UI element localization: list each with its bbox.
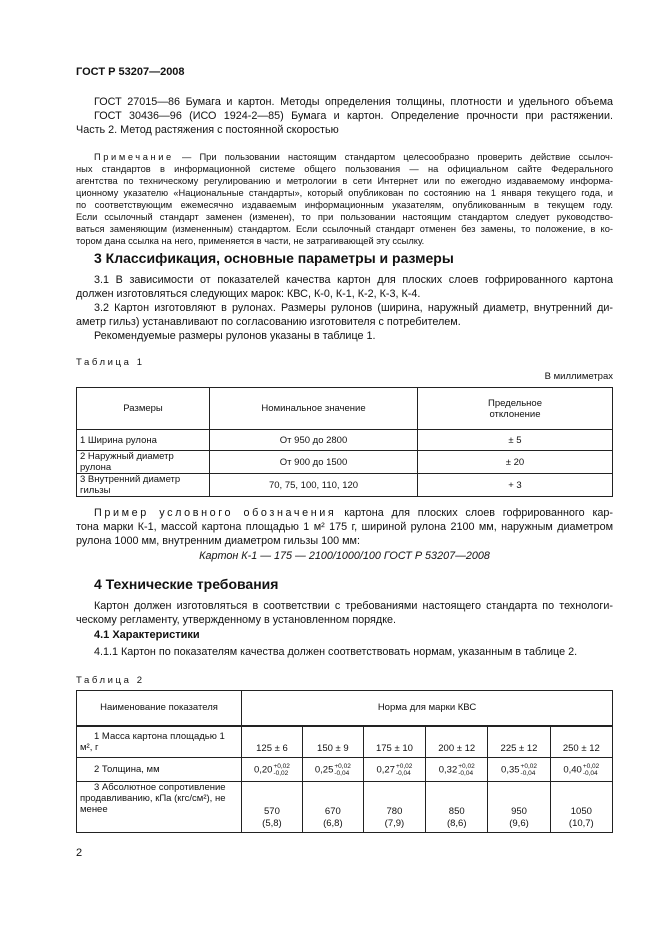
thickness-cell: 0,40 +0,02 -0,04 [549,757,614,782]
note-line: по соответствующим ежемесячно издаваемым… [76,200,613,210]
cell: 225 ± 12 [487,725,551,758]
table-1-units: В миллиметрах [544,371,613,382]
table-1-caption: Таблица 1 [76,357,145,368]
cell: 70, 75, 100, 110, 120 [209,473,418,497]
note-line: ных стандартов в информационной системе … [76,164,613,174]
cell: 3 Внутренний диаметр гильзы [75,473,211,497]
section-3-title: 3 Классификация, основные параметры и ра… [94,250,454,266]
cell: 1 Ширина рулона [75,429,211,451]
thickness-cell: 0,20 +0,02 -0,02 [241,757,303,782]
table-row: 3 Внутренний диаметр гильзы 70, 75, 100, … [75,473,614,497]
table-row: 1 Ширина рулона От 950 до 2800 ± 5 [75,429,614,451]
thickness-cell: 0,32 +0,02 -0,04 [425,757,489,782]
reference-line: ГОСТ 27015—86 Бумага и картон. Методы оп… [94,96,613,108]
burst-strength-cell: 780 (7,9) [362,781,427,833]
paragraph-line: Картон должен изготовляться в соответств… [94,600,613,612]
table-row: 2 Толщина, мм 0,20 +0,02 -0,02 0,25 +0,02 -0,… [76,757,614,782]
paragraph-line: должен изготовляться следующих марок: КВ… [76,288,421,300]
burst-strength-cell: 850 (8,6) [425,781,489,833]
header-cell: Размеры [75,387,211,430]
reference-line: Часть 2. Метод растяжения с постоянной с… [76,124,339,136]
header-cell: Наименование показателя [76,690,242,727]
cell: От 950 до 2800 [209,429,418,451]
table-1: Размеры Номинальное значение Предельное … [75,387,614,497]
note-line: тором дана ссылка на него, применяется в… [76,236,425,246]
paragraph-line: аметр гильз) устанавливают по согласован… [76,316,461,328]
cell: 200 ± 12 [425,725,489,758]
header-cell: Номинальное значение [209,387,418,430]
paragraph-line: 3.2 Картон изготовляют в рулонах. Размер… [94,302,613,314]
note-label: Примечание [94,152,174,162]
table-row: 1 Масса картона площадью 1 м², г 125 ± 6… [76,725,614,758]
example-line: тона марки К-1, массой картона площадью … [76,521,613,533]
section-4-title: 4 Технические требования [94,576,279,592]
cell: + 3 [416,473,614,497]
standard-header: ГОСТ Р 53207—2008 [76,66,185,78]
thickness-cell: 0,35 +0,02 -0,04 [487,757,551,782]
paragraph-line: Рекомендуемые размеры рулонов указаны в … [94,330,376,342]
paragraph-line: 4.1.1 Картон по показателям качества дол… [94,646,578,658]
table-header-row: Наименование показателя Норма для марки … [76,690,613,727]
cell: 125 ± 6 [241,725,303,758]
cell: ± 5 [416,429,614,451]
example-line: рулона 1000 мм, внутренним диаметром гил… [76,535,360,547]
example-line: Пример условного обозначения картона для… [94,507,614,519]
table-2: Наименование показателя Норма для марки … [76,690,614,833]
note-line: Примечание — При пользовании настоящим с… [94,152,613,162]
burst-strength-cell: 670 (6,8) [301,781,364,833]
table-header-row: Размеры Номинальное значение Предельное … [75,387,614,430]
cell: 2 Наружный диаметр рулона [75,450,211,474]
paragraph-line: ческому регламенту, утвержденному в уста… [76,614,397,626]
header-cell: Предельное отклонение [416,387,614,430]
cell: 250 ± 12 [549,725,614,758]
page-number: 2 [76,847,83,859]
note-line: Если ссылочный стандарт заменен (изменен… [76,212,613,222]
note-line: ционному указателю «Национальные стандар… [76,188,613,198]
cell: От 900 до 1500 [209,450,418,474]
cell: 1 Масса картона площадью 1 м², г [76,725,242,758]
reference-line: ГОСТ 30436—96 (ИСО 1924-2—85) Бумага и к… [94,110,613,122]
burst-strength-cell: 950 (9,6) [487,781,551,833]
table-row: 3 Абсолютное сопротивление продавливанию… [76,781,614,833]
subsection-4-1-title: 4.1 Характеристики [94,629,200,641]
example-designation: Картон К-1 — 175 — 2100/1000/100 ГОСТ Р … [199,550,490,562]
thickness-cell: 0,27 +0,02 -0,04 [362,757,427,782]
burst-strength-cell: 1050 (10,7) [549,781,614,833]
note-line: ваться заменяющим (измененным) стандарто… [76,224,613,234]
burst-strength-cell: 570 (5,8) [241,781,303,833]
cell: 175 ± 10 [362,725,427,758]
cell: 2 Толщина, мм [76,757,242,782]
example-label: Пример условного обозначения [94,507,337,519]
note-line: агентства по техническому регулированию … [76,176,613,186]
cell: 150 ± 9 [301,725,364,758]
paragraph-line: 3.1 В зависимости от показателей качеств… [94,274,613,286]
table-row: 2 Наружный диаметр рулона От 900 до 1500 ±… [75,450,614,474]
header-cell: Норма для марки КВС [241,690,613,727]
thickness-cell: 0,25 +0,02 -0,04 [301,757,364,782]
table-2-caption: Таблица 2 [76,675,145,686]
cell: 3 Абсолютное сопротивление продавливанию… [76,781,242,833]
cell: ± 20 [416,450,614,474]
